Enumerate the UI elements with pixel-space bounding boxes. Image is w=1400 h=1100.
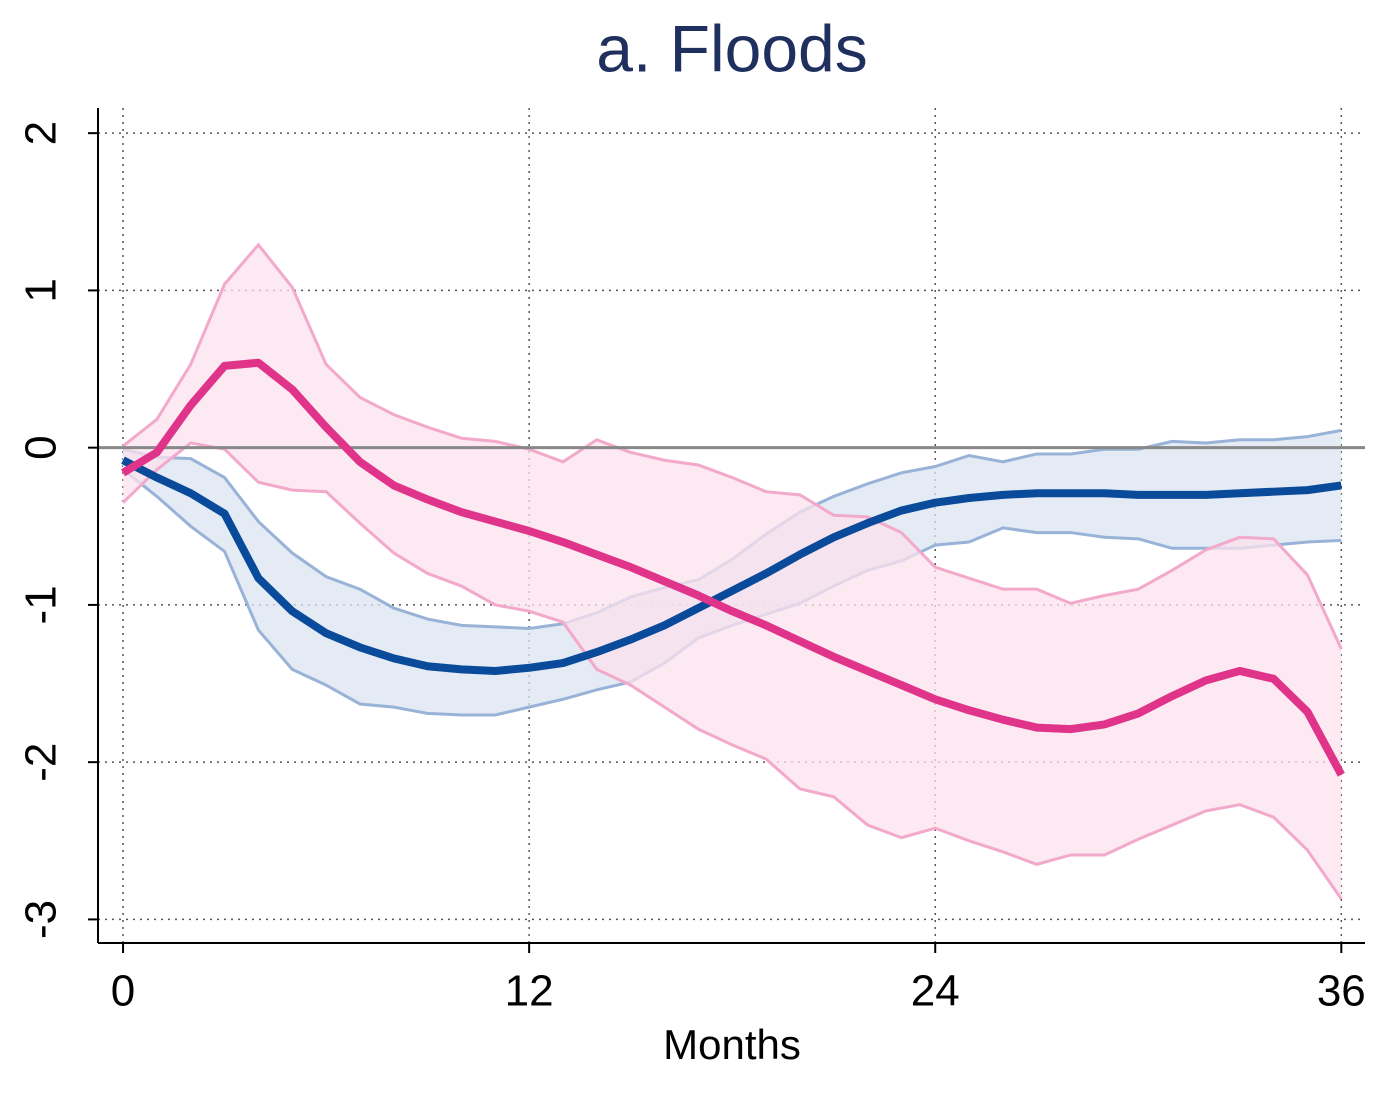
x-tick-label: 0 [111,967,135,1016]
line [120,358,1345,777]
y-tick-label: 0 [17,435,66,459]
y-tick-label: -3 [17,900,66,939]
y-tick-label: 1 [17,278,66,302]
y-tick-label: -1 [17,585,66,624]
chart-title: a. Floods [596,11,867,85]
y-tick-label: 2 [17,121,66,145]
x-tick-label: 24 [911,967,960,1016]
band-edge [121,441,1343,900]
x-tick-label: 36 [1317,967,1366,1016]
line [121,456,1342,675]
band-edge [122,242,1343,650]
x-tick-label: 12 [505,967,554,1016]
y-tick-label: -2 [17,743,66,782]
confidence-band [123,244,1342,899]
x-axis-label: Months [663,1021,801,1068]
